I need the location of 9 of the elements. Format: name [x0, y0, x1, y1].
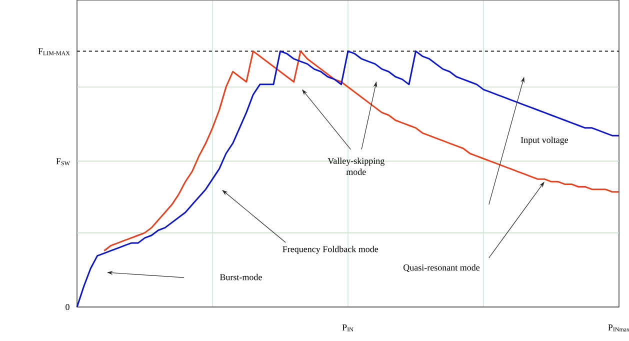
ref-line-label: F$_{SW}$ [56, 158, 70, 166]
ref-line-label: F$_{LIM-MAX}$ [38, 48, 70, 56]
x-tick-label: P$_{IN}$ [342, 324, 354, 332]
annotation: Frequency Foldback mode [282, 246, 378, 254]
annotation: Quasi-resonant mode [404, 264, 480, 272]
annotation: Input voltage [520, 136, 568, 145]
text: 0 [66, 304, 70, 310]
annotation: Burst-mode [220, 274, 262, 280]
annotation: Valley-skipping mode [328, 158, 384, 175]
